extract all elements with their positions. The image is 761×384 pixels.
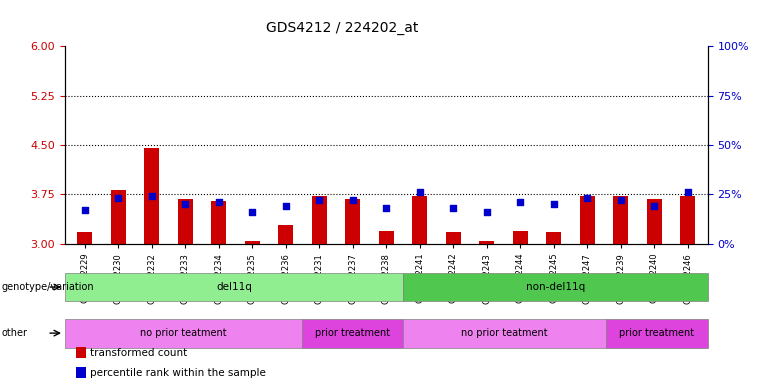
Bar (412, 196, 427, 244)
Point (414, 189, 426, 195)
Point (447, 205, 460, 211)
Bar (279, 225, 293, 244)
Text: genotype/variation: genotype/variation (2, 282, 94, 292)
Bar (145, 148, 159, 244)
Text: other: other (2, 328, 27, 338)
Text: transformed count: transformed count (90, 348, 187, 358)
Point (346, 197, 358, 204)
Bar (580, 196, 594, 244)
Bar (212, 201, 226, 244)
Point (179, 201, 191, 207)
Bar (178, 199, 193, 244)
Bar (546, 232, 561, 244)
Text: GDS4212 / 224202_at: GDS4212 / 224202_at (266, 21, 419, 35)
Point (380, 205, 393, 211)
Bar (312, 196, 326, 244)
Point (212, 199, 224, 205)
Bar (379, 231, 393, 244)
Point (682, 189, 694, 195)
Point (648, 203, 661, 209)
Bar (111, 190, 126, 244)
Point (145, 193, 158, 199)
Point (112, 195, 124, 202)
Point (615, 197, 627, 204)
Text: prior treatment: prior treatment (619, 328, 695, 338)
Point (548, 201, 560, 207)
Bar (345, 199, 360, 244)
Text: del11q: del11q (216, 282, 252, 292)
Text: percentile rank within the sample: percentile rank within the sample (90, 368, 266, 378)
Text: no prior teatment: no prior teatment (461, 328, 548, 338)
Bar (647, 199, 661, 244)
Text: prior treatment: prior treatment (315, 328, 390, 338)
Point (78, 207, 91, 213)
Point (313, 197, 325, 204)
Point (246, 209, 258, 215)
Bar (245, 240, 260, 244)
Point (581, 195, 594, 202)
Bar (446, 232, 460, 244)
Bar (78, 232, 92, 244)
Point (481, 209, 493, 215)
Point (514, 199, 527, 205)
Text: non-del11q: non-del11q (526, 282, 585, 292)
Bar (513, 231, 527, 244)
Bar (680, 196, 695, 244)
Point (279, 203, 291, 209)
Text: no prior teatment: no prior teatment (140, 328, 227, 338)
Bar (479, 240, 494, 244)
Bar (613, 196, 628, 244)
